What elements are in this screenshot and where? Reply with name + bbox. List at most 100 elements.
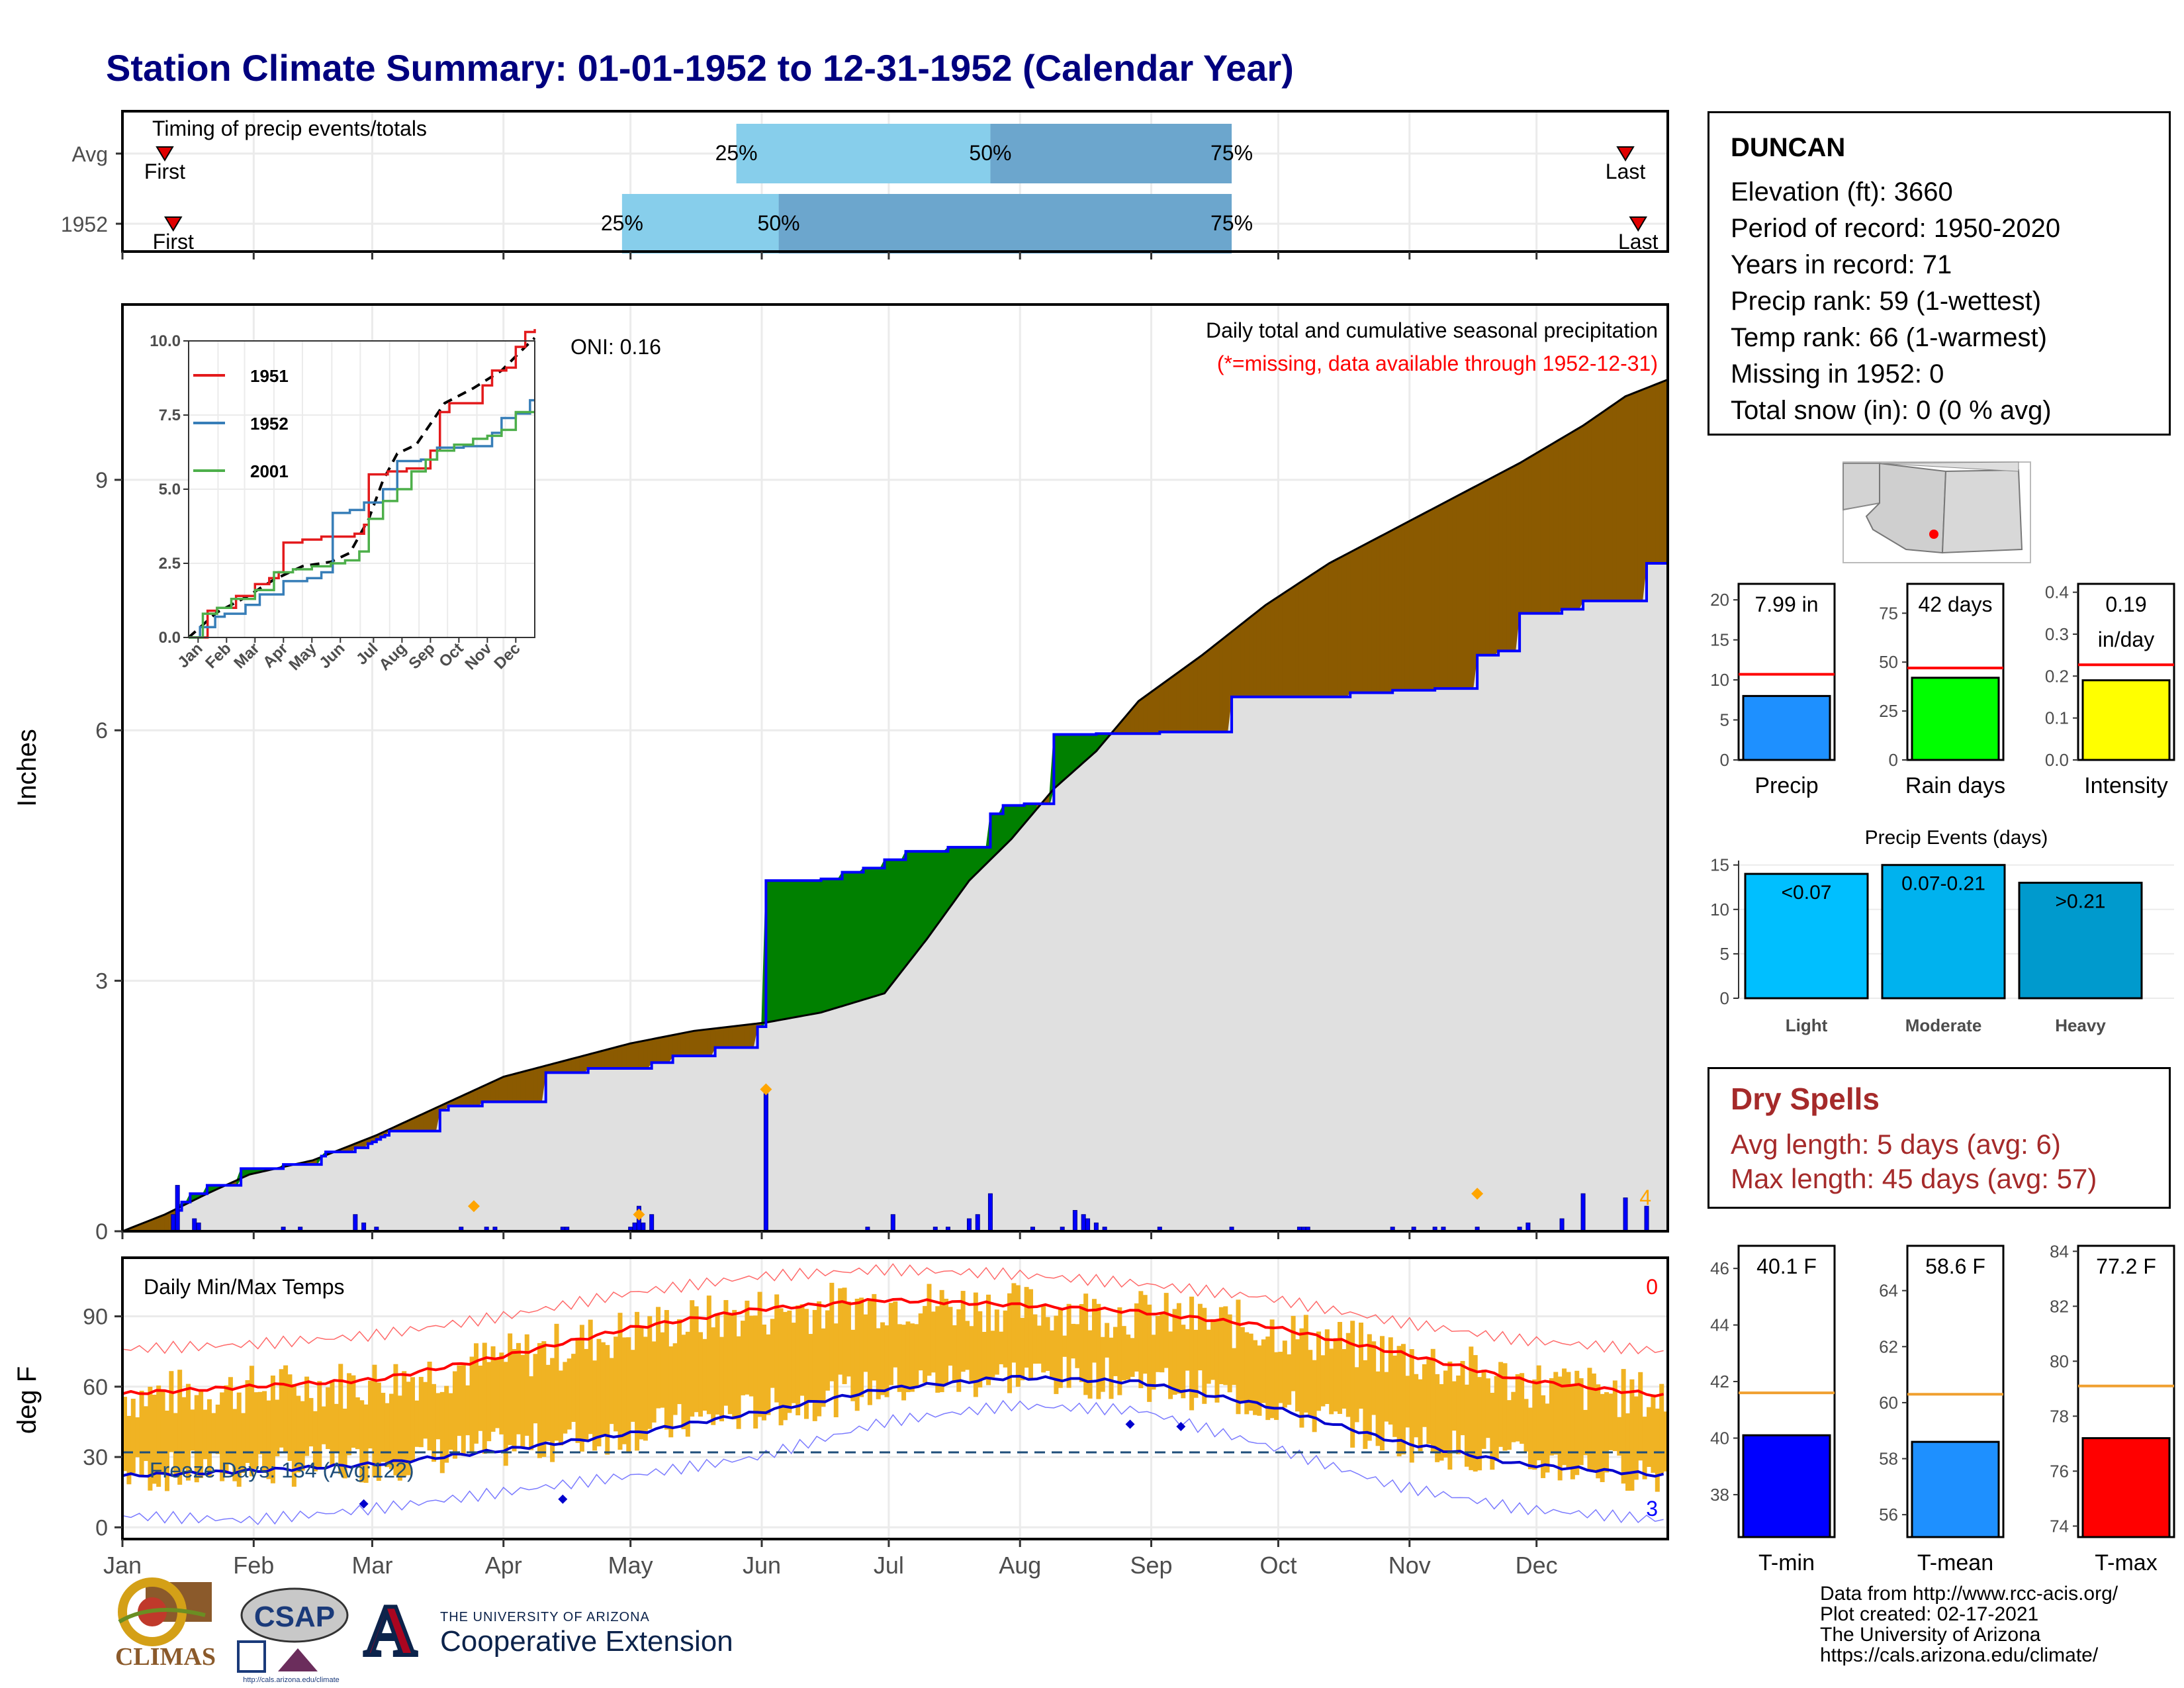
- temps-daily-bar: [1295, 1339, 1300, 1412]
- temps-daily-bar: [1469, 1346, 1474, 1470]
- temps-daily-bar: [1218, 1307, 1224, 1385]
- precip-diff-area: [812, 880, 817, 1015]
- precip-diff-area: [833, 878, 839, 1009]
- temps-daily-bar: [1223, 1306, 1228, 1385]
- precip-diff-area: [867, 867, 872, 999]
- temps-daily-bar: [859, 1297, 864, 1397]
- temps-daily-bar: [355, 1397, 360, 1450]
- temps-daily-bar: [275, 1399, 280, 1456]
- inset-legend-label: 1951: [250, 366, 289, 386]
- temps-daily-bar: [1117, 1307, 1122, 1395]
- temps-daily-bar: [1257, 1345, 1262, 1416]
- precip-diff-area: [1155, 684, 1160, 735]
- temps-daily-bar: [312, 1411, 318, 1472]
- footer-credits: Data from http://www.rcc-acis.org/ Plot …: [1820, 1583, 2118, 1665]
- precip-diff-area: [858, 867, 864, 1002]
- temps-daily-bar: [1545, 1403, 1550, 1473]
- temps-panel: Daily Min/Max Temps Freeze Days: 134 (Avg…: [13, 1256, 1669, 1579]
- temps-daily-bar: [927, 1284, 932, 1376]
- temps-daily-bar: [245, 1380, 250, 1463]
- precip-diff-area: [1345, 551, 1351, 698]
- temps-daily-bar: [1473, 1355, 1478, 1472]
- temps-daily-bar: [1617, 1417, 1622, 1456]
- temps-ytick-label: 60: [83, 1375, 108, 1400]
- timing-pct-label: 75%: [1210, 211, 1253, 235]
- precip-diff-area: [1172, 673, 1177, 733]
- ua-logo-letter: A: [364, 1592, 416, 1665]
- precip-diff-area: [1210, 644, 1215, 733]
- precip-diff-area: [1333, 558, 1338, 698]
- inset-legend-label: 2001: [250, 461, 289, 481]
- precip-diff-area: [842, 872, 847, 1007]
- temps-daily-bar: [1647, 1407, 1652, 1468]
- temps-daily-bar: [1570, 1384, 1575, 1479]
- temps-daily-bar: [812, 1309, 817, 1421]
- precip-events-panel: <0.07 Light 0.07-0.21 Moderate >0.21 Heavy 0 5 1…: [1710, 827, 2174, 1035]
- temps-daily-bar: [1324, 1329, 1330, 1405]
- temps-daily-bar: [427, 1361, 432, 1451]
- precip-diff-area: [1439, 502, 1444, 689]
- temps-daily-bar: [1633, 1396, 1639, 1480]
- precip-diff-area: [1464, 489, 1469, 689]
- precip-diff-area: [807, 880, 813, 1015]
- temps-daily-bar: [334, 1403, 339, 1452]
- summary-value-label: 58.6 F: [1925, 1254, 1985, 1278]
- temps-daily-bar: [1629, 1379, 1635, 1491]
- temps-daily-bar: [448, 1393, 453, 1450]
- precip-base-area: [122, 563, 1668, 1231]
- precip-diff-area: [698, 1029, 703, 1056]
- precip-daily-bar: [1085, 1218, 1091, 1232]
- precip-marker: [760, 1083, 772, 1096]
- temps-daily-bar: [148, 1386, 153, 1491]
- summary-bar: [2081, 679, 2171, 761]
- precip-daily-bar: [649, 1214, 655, 1232]
- summary-ytick-label: 40: [1710, 1428, 1729, 1448]
- temps-daily-bar: [990, 1331, 995, 1378]
- temps-daily-bar: [1189, 1296, 1195, 1411]
- temps-daily-bar: [1604, 1392, 1610, 1473]
- temps-daily-bar: [439, 1391, 445, 1474]
- temps-daily-bar: [1138, 1291, 1144, 1389]
- temps-daily-bar: [1608, 1393, 1614, 1450]
- temps-daily-bar: [1527, 1407, 1533, 1470]
- precip-diff-area: [829, 878, 835, 1011]
- station-name: DUNCAN: [1731, 133, 1846, 162]
- temps-daily-bar: [1659, 1383, 1664, 1474]
- summary-ytick-label: 62: [1879, 1336, 1898, 1356]
- temps-daily-bar: [529, 1376, 534, 1450]
- temps-daily-bar: [224, 1385, 229, 1474]
- temps-daily-bar: [423, 1382, 428, 1439]
- temps-daily-bar: [1350, 1321, 1355, 1448]
- temps-daily-bar: [1155, 1315, 1160, 1372]
- events-ytick-label: 10: [1710, 900, 1729, 919]
- temps-daily-bar: [893, 1301, 898, 1368]
- temps-daily-bar: [381, 1393, 386, 1462]
- precip-diff-area: [1379, 534, 1385, 693]
- precip-diff-area: [770, 880, 775, 1023]
- temps-daily-bar: [1312, 1360, 1317, 1432]
- temps-daily-bar: [1549, 1378, 1554, 1456]
- events-ytick-label: 5: [1720, 944, 1729, 964]
- precip-diff-area: [880, 859, 886, 996]
- precip-daily-bar: [1580, 1193, 1586, 1232]
- temps-daily-bar: [825, 1310, 830, 1391]
- temps-daily-bar: [1100, 1336, 1105, 1392]
- temps-daily-bar: [999, 1331, 1004, 1364]
- summary-ytick-label: 0: [1720, 750, 1729, 770]
- precip-diff-area: [1307, 573, 1313, 698]
- temps-daily-bar: [173, 1413, 178, 1474]
- precip-diff-area: [1519, 459, 1524, 614]
- temps-daily-bar: [656, 1307, 661, 1409]
- temps-daily-bar: [473, 1343, 478, 1444]
- precip-diff-area: [1392, 527, 1398, 691]
- temps-daily-bar: [1045, 1317, 1050, 1372]
- temps-daily-bar: [694, 1306, 699, 1413]
- temps-daily-bar: [1261, 1339, 1266, 1403]
- temps-marker: [1176, 1422, 1186, 1431]
- temps-daily-bar: [1451, 1381, 1457, 1431]
- temps-daily-bar: [850, 1329, 856, 1401]
- temps-daily-bar: [1494, 1376, 1499, 1461]
- temps-daily-bar: [1282, 1340, 1287, 1408]
- temps-daily-bar: [1316, 1331, 1322, 1411]
- temps-daily-bar: [1464, 1384, 1469, 1467]
